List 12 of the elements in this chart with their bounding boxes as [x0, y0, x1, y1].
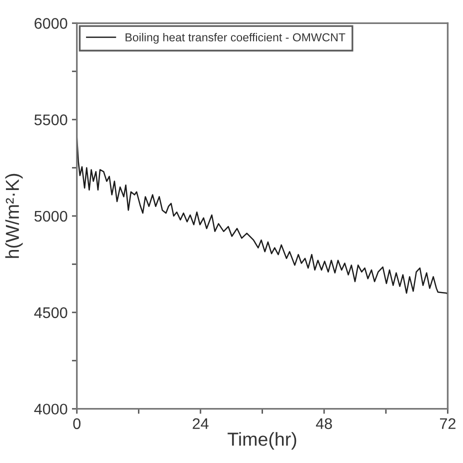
y-tick-label: 5500: [34, 114, 68, 126]
x-tick-label: 0: [73, 418, 81, 430]
y-tick-label: 4500: [34, 307, 68, 318]
y-tick-label: 5000: [34, 210, 68, 222]
x-tick-label: 24: [192, 418, 209, 429]
y-tick-label: 4000: [34, 404, 68, 415]
y-axis-title: h(W/m²·K): [5, 174, 23, 258]
y-tick-label: 6000: [34, 18, 68, 29]
x-axis-title: Time(hr): [228, 432, 296, 450]
x-tick-label: 72: [440, 418, 456, 429]
x-tick-label: 48: [316, 418, 332, 430]
legend-label: Boiling heat transfer coefficient - OMWCNT: [126, 32, 346, 44]
